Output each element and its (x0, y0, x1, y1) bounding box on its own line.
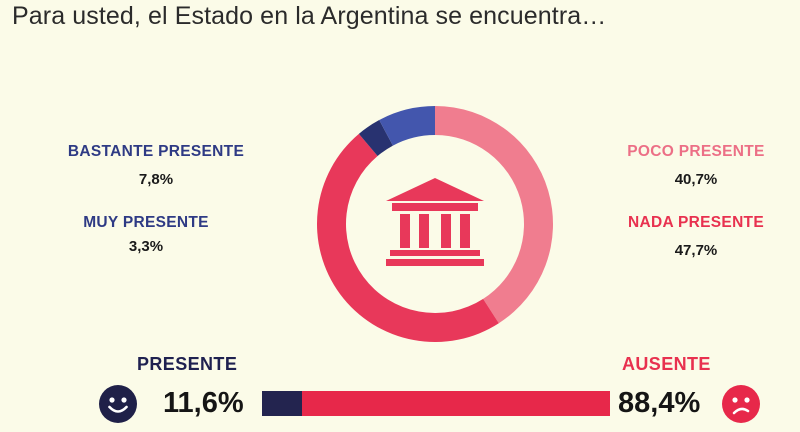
bar-segment-presente (262, 391, 303, 416)
chart-title: Para usted, el Estado en la Argentina se… (12, 2, 607, 30)
donut-slices (317, 106, 554, 342)
slice-value-poco: 40,7% (674, 171, 718, 188)
bank-building-icon (386, 178, 484, 266)
summary-label-presente: PRESENTE (137, 354, 238, 374)
slice-label-muy: MUY PRESENTE (83, 214, 209, 231)
smiley-face-icon (99, 385, 137, 423)
slice-label-bastante: BASTANTE PRESENTE (67, 143, 245, 160)
slice-value-bastante: 7,8% (138, 171, 174, 188)
slice-value-nada: 47,7% (674, 242, 718, 259)
slice-label-nada: NADA PRESENTE (628, 214, 764, 231)
present-absent-bar (262, 391, 610, 416)
summary-label-ausente: AUSENTE (622, 354, 711, 374)
slice-value-muy: 3,3% (128, 238, 164, 255)
sad-face-icon (722, 385, 760, 423)
summary-value-ausente: 88,4% (618, 387, 701, 419)
bar-segment-ausente (302, 391, 610, 416)
donut-slice-muy-presente (358, 120, 393, 156)
summary-value-presente: 11,6% (163, 387, 244, 419)
label-poco-presente: POCO PRESENTE 40,7% (586, 143, 800, 188)
label-nada-presente: NADA PRESENTE 47,7% (586, 214, 800, 259)
label-muy-presente: MUY PRESENTE 3,3% (36, 214, 256, 255)
donut-slice-bastante-presente (379, 106, 435, 146)
donut-slice-nada-presente (317, 133, 499, 342)
donut-slice-poco-presente (435, 106, 554, 324)
label-bastante-presente: BASTANTE PRESENTE 7,8% (46, 143, 266, 188)
slice-label-poco: POCO PRESENTE (627, 143, 765, 160)
